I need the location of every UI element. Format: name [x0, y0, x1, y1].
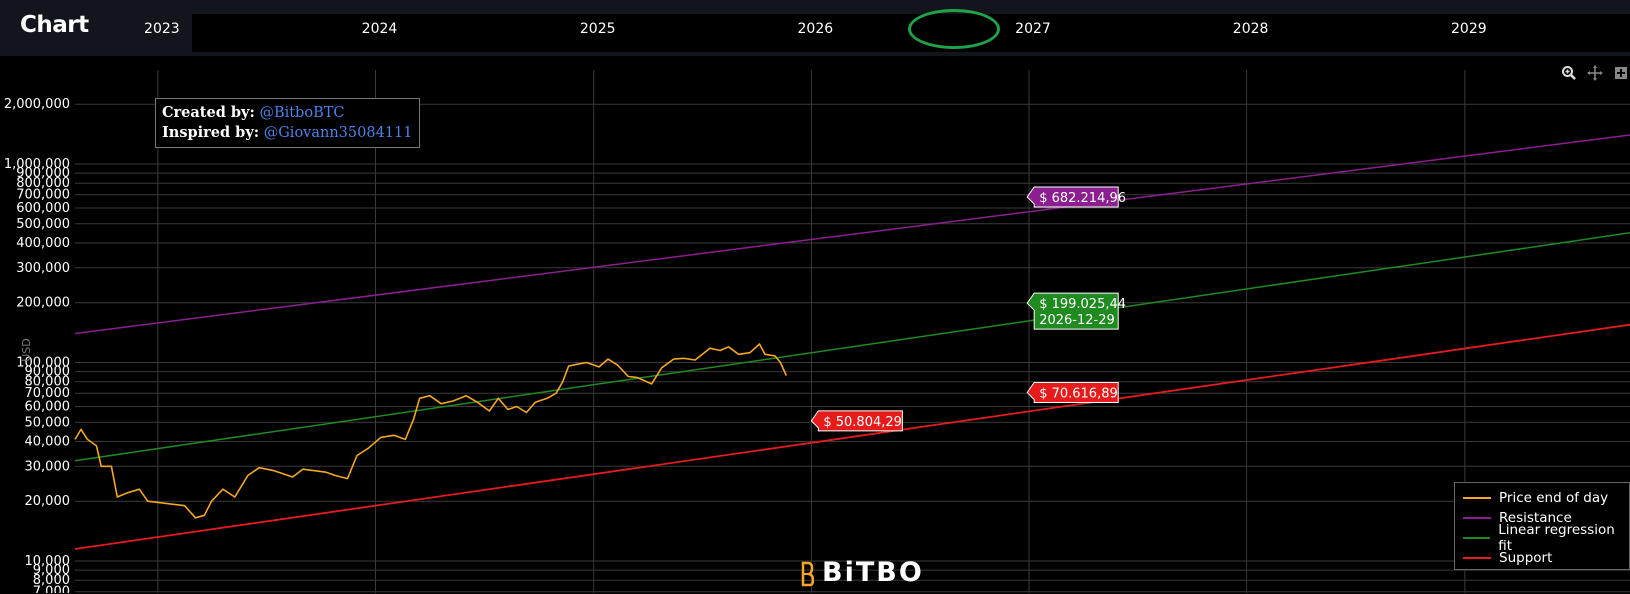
year-tab-2023[interactable]: 2023: [144, 21, 180, 37]
annotation-box: [1026, 381, 1119, 403]
chart-toolbar: [1560, 64, 1630, 84]
annotation-label: $ 50.804,29: [810, 410, 903, 432]
legend-swatch: [1463, 517, 1491, 519]
legend-label: Support: [1499, 550, 1553, 566]
year-highlight-circle: [908, 9, 1000, 49]
y-tick-label: 70,000: [25, 386, 71, 401]
annotation-label: $ 682.214,96: [1026, 186, 1126, 208]
legend-label: Price end of day: [1499, 490, 1609, 506]
support-line: [74, 323, 1630, 550]
year-tab-2025[interactable]: 2025: [579, 21, 616, 37]
bitbo-logo: BiTBO: [800, 557, 924, 588]
legend-item-regression[interactable]: Linear regression fit: [1455, 522, 1629, 554]
annotation-value: $ 199.025,44: [1039, 297, 1126, 312]
y-tick-label: 10,000: [25, 554, 71, 569]
y-tick-label: 2,000,000: [4, 97, 70, 112]
y-tick-label: 700,000: [16, 188, 70, 203]
price-line: [74, 343, 788, 519]
annotation-value: $ 50.804,29: [823, 415, 902, 430]
bitbo-logo-text: BiTBO: [822, 557, 924, 588]
annotation-date: 2026-12-29: [1039, 313, 1115, 328]
legend-swatch: [1463, 537, 1491, 539]
page-title: Chart: [20, 12, 89, 38]
y-tick-label: 900,000: [16, 166, 70, 181]
year-tab-2027[interactable]: 2027: [1015, 21, 1051, 37]
resistance-line: [74, 134, 1630, 335]
pan-icon[interactable]: [1586, 64, 1604, 82]
legend-swatch: [1463, 497, 1491, 499]
year-tab-2028[interactable]: 2028: [1232, 21, 1269, 37]
y-tick-label: 300,000: [16, 261, 70, 276]
top-bar: Chart: [0, 0, 1630, 56]
y-tick-label: 800,000: [16, 176, 70, 191]
y-tick-label: 400,000: [16, 236, 70, 251]
y-tick-label: 9,000: [33, 563, 70, 578]
legend-item-support[interactable]: Support: [1455, 548, 1629, 568]
annotation-label: $ 70.616,89: [1026, 381, 1119, 403]
credits-box: Created by: @BitboBTC Inspired by: @Giov…: [155, 98, 420, 148]
y-tick-label: 1,000,000: [4, 157, 70, 172]
year-tab-2026[interactable]: 2026: [797, 21, 834, 37]
y-axis-label: USD: [20, 338, 33, 362]
y-tick-label: 50,000: [25, 415, 71, 430]
year-tab-2024[interactable]: 2024: [361, 21, 398, 37]
plus-icon[interactable]: [1612, 64, 1630, 82]
legend-swatch: [1463, 557, 1491, 559]
annotation-box: [810, 410, 903, 432]
annotation-value: $ 682.214,96: [1039, 191, 1126, 206]
y-tick-label: 8,000: [33, 573, 70, 588]
created-by-link[interactable]: @BitboBTC: [259, 105, 345, 121]
bitbo-logo-icon: [800, 561, 815, 586]
regression-line: [74, 232, 1630, 462]
created-by-label: Created by:: [162, 104, 255, 121]
legend-label: Linear regression fit: [1498, 522, 1615, 554]
y-tick-label: 20,000: [25, 494, 71, 509]
legend-item-price[interactable]: Price end of day: [1455, 488, 1629, 508]
y-tick-label: 200,000: [16, 296, 70, 311]
y-tick-label: 7,000: [33, 585, 70, 593]
chart-legend: Price end of day Resistance Linear regre…: [1454, 482, 1630, 570]
y-tick-label: 100,000: [16, 356, 70, 371]
legend-label: Resistance: [1499, 510, 1572, 526]
y-tick-label: 600,000: [16, 201, 70, 216]
zoom-icon[interactable]: [1560, 64, 1578, 82]
inspired-by-link[interactable]: @Giovann35084111: [263, 125, 413, 141]
year-tab-2029[interactable]: 2029: [1451, 21, 1487, 37]
inspired-by-label: Inspired by:: [162, 124, 260, 141]
y-tick-label: 30,000: [25, 459, 71, 474]
y-tick-label: 500,000: [16, 217, 70, 232]
y-tick-label: 80,000: [25, 375, 71, 390]
y-tick-label: 90,000: [25, 365, 71, 380]
legend-item-resistance[interactable]: Resistance: [1455, 508, 1629, 528]
annotation-value: $ 70.616,89: [1039, 386, 1118, 401]
annotation-box: [1026, 186, 1119, 208]
y-tick-label: 60,000: [25, 400, 71, 415]
annotation-box: [1026, 292, 1119, 330]
y-tick-label: 40,000: [25, 434, 71, 449]
